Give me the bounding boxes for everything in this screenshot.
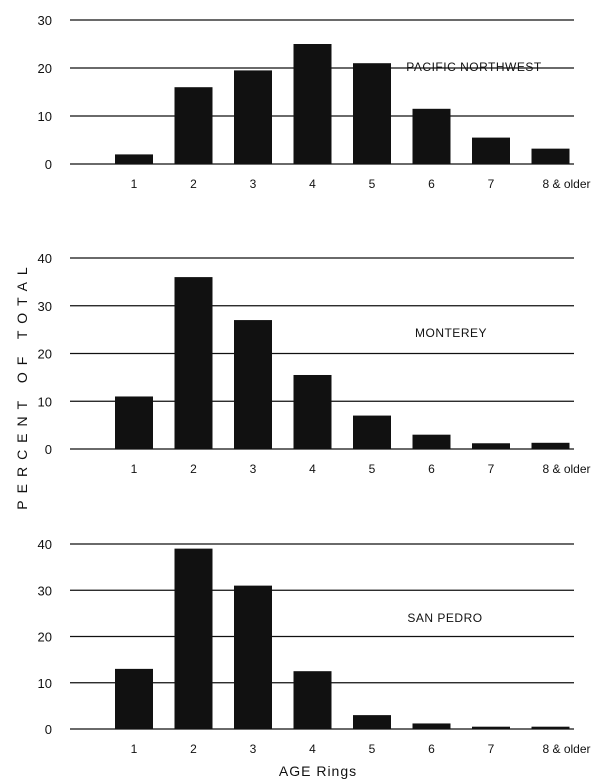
bar	[293, 44, 332, 164]
bar	[531, 442, 570, 449]
bar	[174, 548, 213, 729]
x-tick-label: 1	[131, 462, 138, 476]
bar	[234, 320, 272, 449]
bar	[412, 723, 451, 729]
y-tick-label: 20	[38, 347, 52, 362]
x-tick-label: 8 & older	[542, 462, 590, 476]
y-tick-label: 40	[38, 537, 52, 552]
x-tick-label: 4	[309, 462, 316, 476]
x-tick-label: 2	[190, 177, 197, 191]
bar	[412, 108, 451, 164]
x-axis-label: AGE Rings	[279, 763, 357, 779]
x-tick-label: 5	[369, 742, 376, 756]
x-tick-label: 1	[131, 177, 138, 191]
x-tick-label: 1	[131, 742, 138, 756]
bar	[293, 671, 332, 729]
bar	[234, 585, 272, 729]
x-tick-label: 4	[309, 742, 316, 756]
bar	[412, 434, 451, 449]
x-tick-label: 3	[250, 462, 257, 476]
x-tick-label: 5	[369, 177, 376, 191]
bar	[531, 726, 570, 729]
y-tick-label: 10	[38, 676, 52, 691]
bar	[115, 396, 153, 449]
x-tick-label: 8 & older	[542, 742, 590, 756]
bar	[472, 726, 510, 729]
bar	[115, 668, 153, 729]
chart-panel-3: 0 10 20 30 40 1 2 3 4 5 6 7 8 & older SAN PEDRO	[38, 537, 591, 756]
panel-title: MONTEREY	[415, 326, 487, 340]
x-tick-label: 5	[369, 462, 376, 476]
bar	[353, 715, 391, 729]
y-tick-label: 10	[38, 394, 52, 409]
x-tick-label: 8 & older	[542, 177, 590, 191]
y-tick-label: 20	[38, 630, 52, 645]
x-tick-label: 3	[250, 742, 257, 756]
bar	[115, 154, 153, 164]
y-tick-label: 30	[38, 299, 52, 314]
y-tick-label: 30	[38, 13, 52, 28]
x-tick-label: 4	[309, 177, 316, 191]
bar	[472, 443, 510, 449]
chart-panel-2: 0 10 20 30 40 1 2 3 4 5 6 7 8 & older MONTEREY	[38, 251, 591, 476]
y-axis-label: PERCENT OF TOTAL	[14, 260, 30, 509]
y-tick-label: 30	[38, 583, 52, 598]
panel-title: PACIFIC NORTHWEST	[406, 60, 542, 74]
x-tick-label: 6	[428, 177, 435, 191]
x-tick-label: 3	[250, 177, 257, 191]
y-tick-label: 0	[45, 722, 52, 737]
bar	[234, 70, 272, 164]
bar	[293, 374, 332, 449]
y-tick-label: 10	[38, 109, 52, 124]
panel-title: SAN PEDRO	[407, 611, 482, 625]
bar	[472, 137, 510, 164]
y-tick-label: 0	[45, 442, 52, 457]
bar	[353, 415, 391, 449]
x-tick-label: 7	[488, 462, 495, 476]
x-tick-label: 2	[190, 742, 197, 756]
x-tick-label: 6	[428, 742, 435, 756]
bar	[353, 63, 391, 165]
x-tick-label: 7	[488, 742, 495, 756]
bar	[531, 148, 570, 164]
x-tick-label: 6	[428, 462, 435, 476]
bar	[174, 277, 213, 449]
chart-panel-1: 0 10 20 30 1 2 3 4 5 6 7 8 & older PACIFIC NORTHWEST	[38, 13, 591, 191]
y-tick-label: 20	[38, 61, 52, 76]
y-tick-label: 0	[45, 157, 52, 172]
x-tick-label: 7	[488, 177, 495, 191]
x-tick-label: 2	[190, 462, 197, 476]
bar	[174, 87, 213, 164]
y-tick-label: 40	[38, 251, 52, 266]
